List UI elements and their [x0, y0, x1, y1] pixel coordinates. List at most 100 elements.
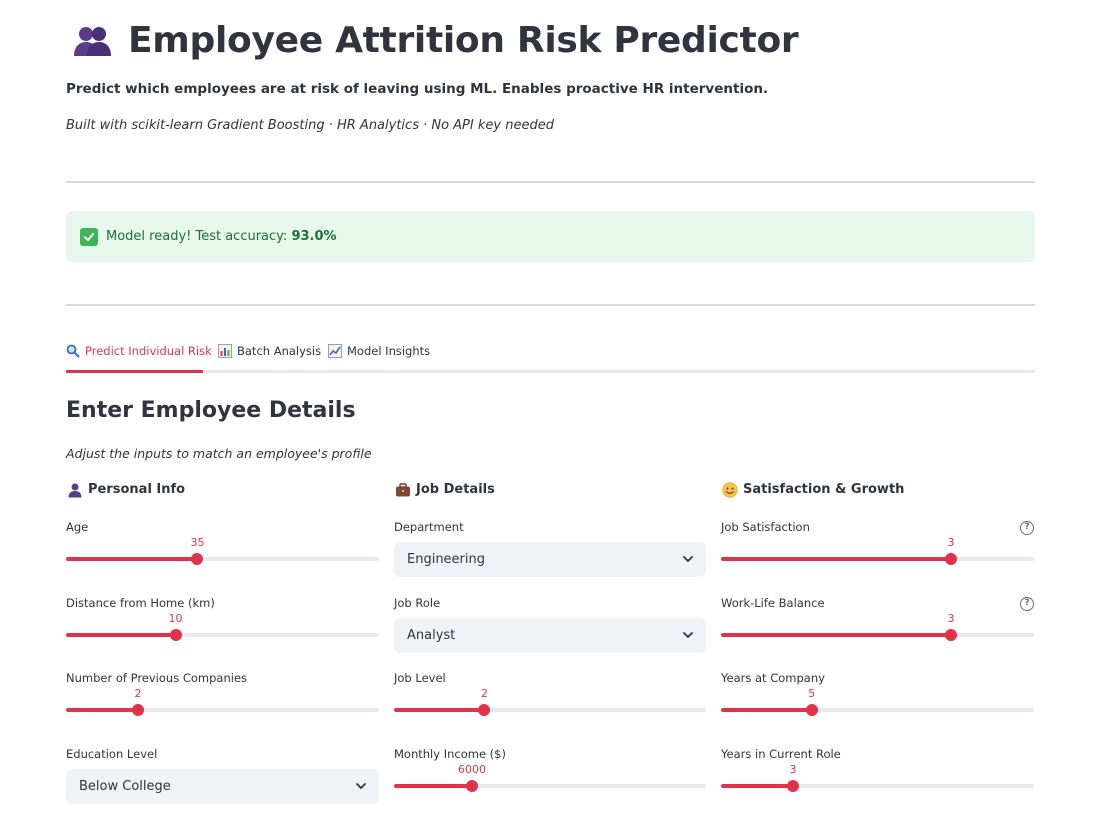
section-caption: Adjust the inputs to match an employee's… [66, 446, 372, 461]
job-satisfaction-slider[interactable]: 3 [721, 536, 1034, 566]
monthly-income-slider[interactable]: 6000 [394, 763, 706, 793]
slider-thumb[interactable] [945, 553, 958, 565]
alert-message: Model ready! Test accuracy: 93.0% [106, 229, 337, 244]
job-level-slider[interactable]: 2 [394, 687, 706, 717]
slider-thumb[interactable] [466, 780, 478, 792]
slider-fill [721, 557, 952, 561]
slider-fill [721, 633, 952, 637]
field-label-job-level: Job Level [394, 671, 446, 685]
field-label-years-at-company: Years at Company [721, 671, 825, 685]
slider-thumb[interactable] [131, 704, 144, 716]
column-heading-job-details: Job Details [394, 481, 495, 498]
slider-thumb[interactable] [478, 704, 491, 716]
slider-fill [394, 784, 472, 788]
slider-fill [721, 784, 793, 788]
tab-bar-line [66, 370, 1035, 373]
divider [66, 181, 1035, 183]
help-icon[interactable]: ? [1020, 597, 1034, 611]
section-title: Enter Employee Details [66, 398, 356, 423]
divider [66, 304, 1035, 306]
slider-track [721, 708, 1034, 712]
field-label-distance-from-home: Distance from Home (km) [66, 596, 215, 610]
slider-track [66, 633, 379, 637]
tab-batch-analysis[interactable]: Batch Analysis [218, 344, 321, 358]
page-header: Employee Attrition Risk Predictor [66, 18, 799, 62]
select-value: Below College [79, 779, 171, 794]
help-icon[interactable]: ? [1020, 521, 1034, 535]
education-level-select[interactable]: Below College [66, 769, 379, 804]
field-label-previous-companies: Number of Previous Companies [66, 671, 248, 685]
field-label-education-level: Education Level [66, 747, 158, 761]
slider-track [394, 708, 706, 712]
chevron-down-icon [356, 783, 366, 789]
tab-label: Batch Analysis [237, 344, 322, 358]
bar-chart-icon [218, 344, 232, 358]
magnifier-icon [66, 344, 80, 358]
tab-label: Predict Individual Risk [85, 344, 212, 358]
slider-value: 3 [947, 612, 955, 625]
slider-value: 35 [190, 536, 205, 549]
column-heading-label: Job Details [416, 482, 495, 497]
alert-prefix: Model ready! Test accuracy: [106, 229, 292, 244]
job-role-select[interactable]: Analyst [394, 618, 706, 653]
years-at-company-slider[interactable]: 5 [721, 687, 1034, 717]
department-select[interactable]: Engineering [394, 542, 706, 577]
page-title: Employee Attrition Risk Predictor [128, 19, 799, 61]
slider-track [721, 784, 1034, 788]
accuracy-value: 93.0% [291, 229, 337, 244]
slider-fill [394, 708, 485, 712]
field-label-job-satisfaction: Job Satisfaction [721, 520, 810, 534]
slider-thumb[interactable] [945, 629, 958, 641]
select-value: Engineering [407, 552, 485, 567]
slider-track [394, 784, 706, 788]
column-heading-satisfaction-growth: Satisfaction & Growth [721, 481, 904, 498]
field-label-work-life-balance: Work-Life Balance [721, 596, 825, 610]
select-value: Analyst [407, 628, 456, 643]
age-slider[interactable]: 35 [66, 536, 379, 566]
page-subtitle: Predict which employees are at risk of l… [66, 81, 769, 97]
slider-value: 6000 [458, 763, 486, 776]
field-label-job-role: Job Role [394, 596, 441, 610]
slider-thumb[interactable] [805, 704, 818, 716]
model-ready-alert: Model ready! Test accuracy: 93.0% [66, 211, 1035, 262]
slider-fill [721, 708, 812, 712]
slider-value: 5 [808, 687, 816, 700]
busts-in-silhouette-icon [66, 18, 118, 62]
chevron-down-icon [683, 556, 693, 562]
tab-model-insights[interactable]: Model Insights [328, 344, 430, 358]
slider-thumb[interactable] [169, 629, 182, 641]
slider-value: 2 [134, 687, 142, 700]
line-chart-icon [328, 344, 342, 358]
page-caption: Built with scikit-learn Gradient Boostin… [66, 118, 554, 133]
column-heading-label: Personal Info [88, 482, 186, 497]
person-silhouette-icon [66, 481, 83, 498]
field-label-years-in-current-role: Years in Current Role [721, 747, 841, 761]
slider-value: 10 [168, 612, 183, 625]
field-label-monthly-income: Monthly Income ($) [394, 747, 506, 761]
years-in-current-role-slider[interactable]: 3 [721, 763, 1034, 793]
tab-predict-individual-risk[interactable]: Predict Individual Risk [66, 344, 212, 358]
chevron-down-icon [683, 632, 693, 638]
slider-value: 2 [480, 687, 488, 700]
work-life-balance-slider[interactable]: 3 [721, 612, 1034, 642]
column-heading-personal-info: Personal Info [66, 481, 185, 498]
slider-track [66, 557, 379, 561]
slider-track [66, 708, 379, 712]
check-mark-icon [80, 227, 98, 246]
slider-thumb[interactable] [191, 553, 204, 565]
slider-fill [66, 708, 138, 712]
previous-companies-slider[interactable]: 2 [66, 687, 379, 717]
slider-fill [66, 633, 176, 637]
slider-value: 3 [789, 763, 797, 776]
column-heading-label: Satisfaction & Growth [743, 482, 905, 497]
slider-thumb[interactable] [786, 780, 799, 792]
slider-fill [66, 557, 198, 561]
distance-from-home-slider[interactable]: 10 [66, 612, 379, 642]
slider-value: 3 [947, 536, 955, 549]
tab-bar: Predict Individual Risk Batch Analysis M… [66, 340, 1035, 373]
smiling-face-icon [721, 481, 738, 498]
field-label-age: Age [66, 520, 89, 534]
field-label-department: Department [394, 520, 464, 534]
active-tab-indicator [66, 370, 203, 373]
tab-label: Model Insights [347, 344, 431, 358]
